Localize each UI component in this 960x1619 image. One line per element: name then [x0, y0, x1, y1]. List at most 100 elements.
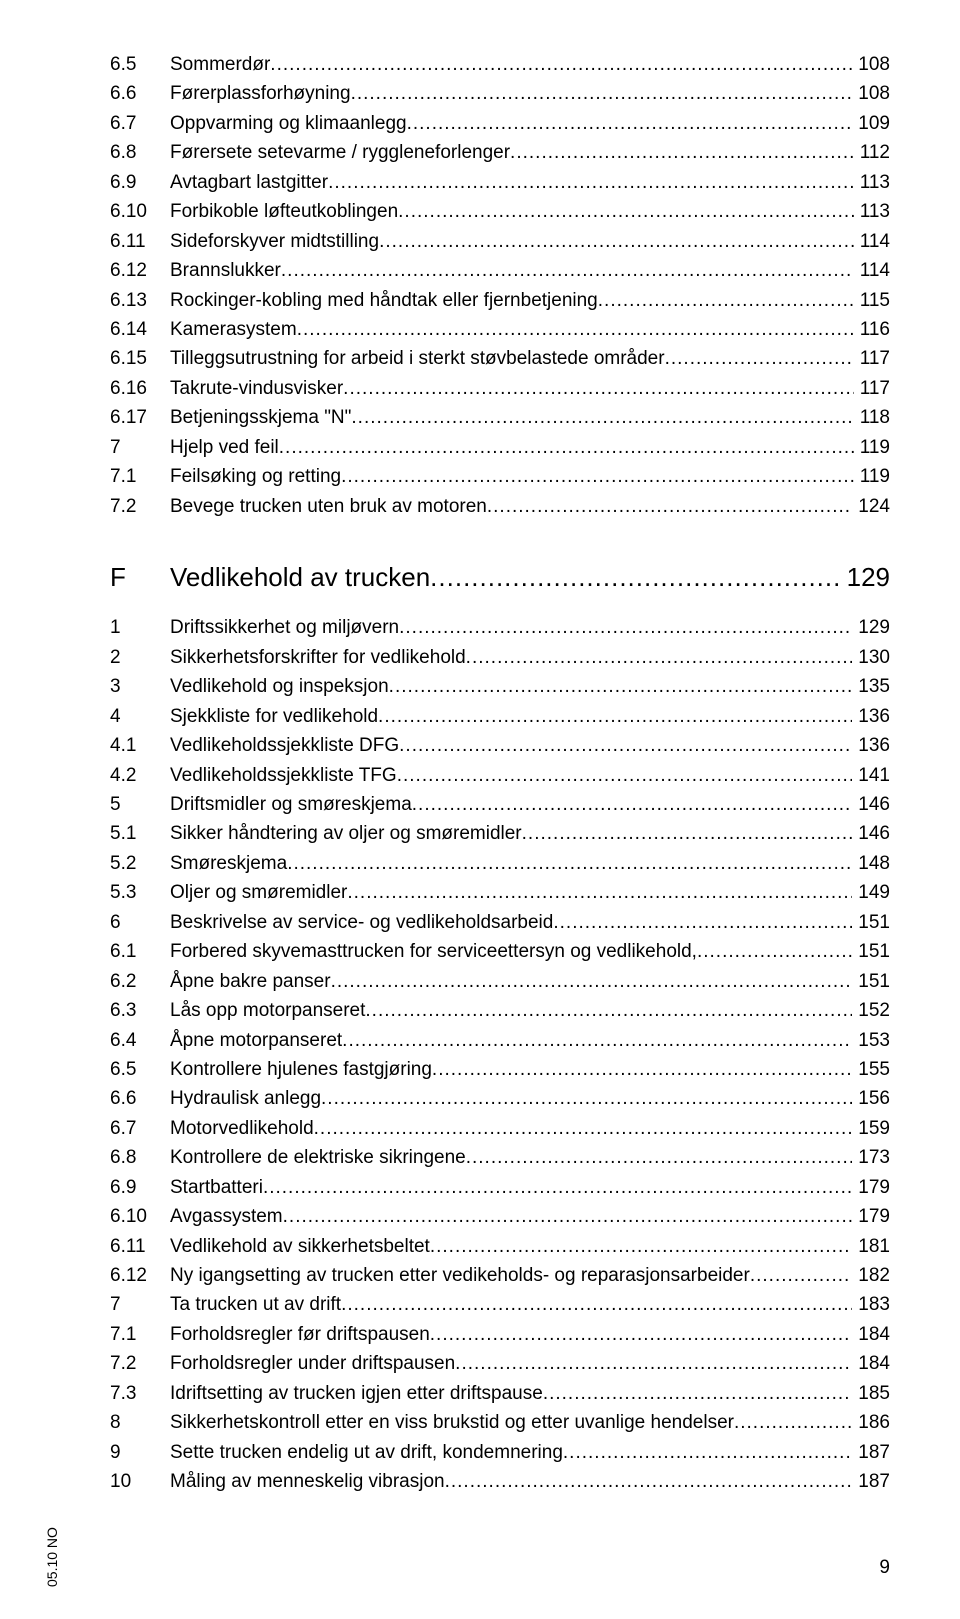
- toc-entry: 3Vedlikehold og inspeksjon135: [110, 672, 890, 701]
- toc-leader-dots: [734, 1408, 852, 1437]
- toc-entry: 5.2Smøreskjema148: [110, 849, 890, 878]
- toc-leader-dots: [399, 613, 852, 642]
- toc-entry: 6Beskrivelse av service- og vedlikeholds…: [110, 908, 890, 937]
- toc-entry-page: 136: [852, 702, 890, 731]
- toc-entry-page: 116: [854, 315, 890, 344]
- toc-entry-page: 151: [852, 937, 890, 966]
- toc-entry-title: Rockinger-kobling med håndtak eller fjer…: [170, 286, 598, 315]
- toc-entry-number: 7.2: [110, 492, 170, 521]
- toc-leader-dots: [665, 344, 854, 373]
- toc-block-1: 6.5Sommerdør1086.6Førerplassforhøyning10…: [110, 50, 890, 521]
- toc-entry: 6.9Startbatteri179: [110, 1173, 890, 1202]
- toc-entry-page: 149: [852, 878, 890, 907]
- toc-entry-page: 179: [852, 1173, 890, 1202]
- toc-entry: 8Sikkerhetskontroll etter en viss brukst…: [110, 1408, 890, 1437]
- toc-entry-page: 109: [852, 109, 890, 138]
- toc-leader-dots: [510, 138, 854, 167]
- toc-leader-dots: [281, 256, 854, 285]
- toc-entry: 6.6Hydraulisk anlegg156: [110, 1084, 890, 1113]
- toc-entry: 6.3Lås opp motorpanseret152: [110, 996, 890, 1025]
- toc-entry-number: 4.2: [110, 761, 170, 790]
- toc-leader-dots: [365, 996, 852, 1025]
- toc-leader-dots: [430, 1320, 853, 1349]
- toc-entry: 7Hjelp ved feil119: [110, 433, 890, 462]
- toc-entry-page: 130: [852, 643, 890, 672]
- toc-leader-dots: [263, 1173, 852, 1202]
- toc-entry-number: 4: [110, 702, 170, 731]
- toc-entry-page: 146: [852, 790, 890, 819]
- toc-entry-title: Brannslukker: [170, 256, 281, 285]
- toc-entry-page: 181: [852, 1232, 890, 1261]
- toc-entry-page: 187: [852, 1438, 890, 1467]
- toc-entry-title: Ny igangsetting av trucken etter vedikeh…: [170, 1261, 750, 1290]
- toc-entry-number: 6.7: [110, 109, 170, 138]
- toc-entry-number: 6.6: [110, 1084, 170, 1113]
- toc-entry-number: 6.12: [110, 256, 170, 285]
- toc-leader-dots: [487, 492, 852, 521]
- toc-entry-title: Kontrollere hjulenes fastgjøring: [170, 1055, 432, 1084]
- toc-leader-dots: [598, 286, 854, 315]
- toc-entry-title: Betjeningsskjema "N": [170, 403, 351, 432]
- toc-entry: 6.2Åpne bakre panser151: [110, 967, 890, 996]
- toc-entry-number: 6.8: [110, 138, 170, 167]
- toc-entry-number: 9: [110, 1438, 170, 1467]
- toc-entry-page: 173: [852, 1143, 890, 1172]
- toc-entry-title: Forbikoble løfteutkoblingen: [170, 197, 398, 226]
- toc-leader-dots: [341, 1290, 852, 1319]
- toc-entry-page: 148: [852, 849, 890, 878]
- toc-entry-page: 112: [854, 138, 890, 167]
- toc-entry-number: F: [110, 559, 170, 595]
- toc-leader-dots: [389, 672, 853, 701]
- toc-entry: 6.5Sommerdør108: [110, 50, 890, 79]
- toc-entry: 6.15Tilleggsutrustning for arbeid i ster…: [110, 344, 890, 373]
- toc-entry-number: 5.1: [110, 819, 170, 848]
- toc-entry-title: Avtagbart lastgitter: [170, 168, 328, 197]
- toc-entry-title: Sommerdør: [170, 50, 270, 79]
- toc-entry-title: Vedlikeholdssjekkliste DFG: [170, 731, 399, 760]
- toc-entry: 2Sikkerhetsforskrifter for vedlikehold13…: [110, 643, 890, 672]
- toc-entry: 5.3Oljer og smøremidler149: [110, 878, 890, 907]
- toc-entry-title: Driftssikkerhet og miljøvern: [170, 613, 399, 642]
- toc-entry-page: 179: [852, 1202, 890, 1231]
- toc-entry-page: 136: [852, 731, 890, 760]
- toc-leader-dots: [328, 168, 854, 197]
- toc-entry: 6.7Motorvedlikehold159: [110, 1114, 890, 1143]
- toc-leader-dots: [270, 50, 852, 79]
- toc-entry: 4Sjekkliste for vedlikehold136: [110, 702, 890, 731]
- toc-entry-page: 159: [852, 1114, 890, 1143]
- toc-entry-number: 6.6: [110, 79, 170, 108]
- toc-entry-number: 6.1: [110, 937, 170, 966]
- toc-leader-dots: [379, 227, 854, 256]
- toc-entry-title: Avgassystem: [170, 1202, 283, 1231]
- footer-doc-code: 05.10 NO: [44, 1527, 60, 1587]
- toc-entry-number: 6.11: [110, 1232, 170, 1261]
- toc-entry-number: 6.5: [110, 1055, 170, 1084]
- toc-leader-dots: [378, 702, 852, 731]
- toc-entry-title: Sette trucken endelig ut av drift, konde…: [170, 1438, 563, 1467]
- toc-entry: 9Sette trucken endelig ut av drift, kond…: [110, 1438, 890, 1467]
- toc-leader-dots: [407, 109, 853, 138]
- toc-entry: 4.1Vedlikeholdssjekkliste DFG 136: [110, 731, 890, 760]
- toc-entry-page: 118: [854, 403, 890, 432]
- toc-entry: 6.5Kontrollere hjulenes fastgjøring 155: [110, 1055, 890, 1084]
- toc-entry-title: Forholdsregler før driftspausen: [170, 1320, 430, 1349]
- toc-entry-number: 7.1: [110, 462, 170, 491]
- toc-entry-page: 124: [852, 492, 890, 521]
- footer-page-number: 9: [879, 1557, 890, 1579]
- toc-entry-number: 7.1: [110, 1320, 170, 1349]
- toc-entry: 6.14Kamerasystem116: [110, 315, 890, 344]
- toc-entry-number: 4.1: [110, 731, 170, 760]
- toc-block-2: 1Driftssikkerhet og miljøvern1292Sikkerh…: [110, 613, 890, 1496]
- toc-entry: 6.1Forbered skyvemasttrucken for service…: [110, 937, 890, 966]
- toc-entry-page: 182: [852, 1261, 890, 1290]
- toc-entry-page: 115: [854, 286, 890, 315]
- toc-leader-dots: [430, 559, 840, 595]
- toc-entry-title: Feilsøking og retting: [170, 462, 341, 491]
- toc-entry-title: Kontrollere de elektriske sikringene: [170, 1143, 466, 1172]
- toc-entry-page: 183: [852, 1290, 890, 1319]
- toc-entry-number: 6.9: [110, 168, 170, 197]
- toc-entry-page: 155: [852, 1055, 890, 1084]
- toc-entry-page: 153: [852, 1026, 890, 1055]
- toc-entry-title: Forbered skyvemasttrucken for serviceett…: [170, 937, 697, 966]
- toc-leader-dots: [351, 403, 853, 432]
